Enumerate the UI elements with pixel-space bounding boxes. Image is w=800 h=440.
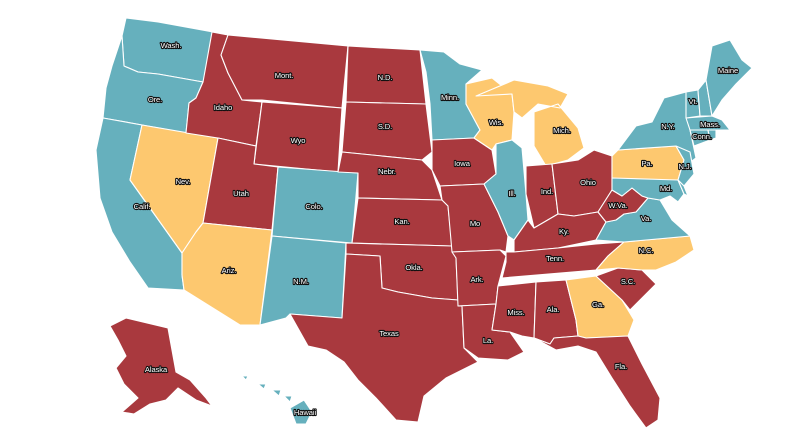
state-label-ma: Mass. xyxy=(700,120,720,129)
state-label-ca: Calif. xyxy=(134,202,151,211)
state-label-nm: N.M. xyxy=(293,277,309,286)
state-label-ar: Ark. xyxy=(470,275,483,284)
state-label-nd: N.D. xyxy=(378,73,393,82)
state-label-wa: Wash. xyxy=(161,41,182,50)
state-label-ia: Iowa xyxy=(454,159,471,168)
state-ak xyxy=(109,317,213,415)
state-label-ms: Miss. xyxy=(507,308,524,317)
state-label-tn: Tenn. xyxy=(546,254,564,263)
state-label-co: Colo. xyxy=(305,202,322,211)
state-labels: Wash. Ore. Calif. Nev. Idaho Mont. Wyo Utah Ariz… xyxy=(133,40,740,418)
state-label-hi: Hawaii xyxy=(294,408,317,417)
state-label-az: Ariz. xyxy=(222,266,237,275)
state-label-sd: S.D. xyxy=(378,122,392,131)
state-label-ky: Ky. xyxy=(559,227,569,236)
state-me xyxy=(705,39,753,117)
state-label-mi: Mich. xyxy=(553,126,571,135)
state-shapes xyxy=(95,17,753,429)
state-label-tx: Texas xyxy=(379,329,399,338)
state-label-ga: Ga. xyxy=(592,300,604,309)
state-label-me: Maine xyxy=(718,66,738,75)
state-label-in: Ind. xyxy=(541,187,553,196)
state-label-ut: Utah xyxy=(233,189,249,198)
state-tx xyxy=(289,253,479,423)
state-label-ny: N.Y. xyxy=(661,122,674,131)
state-sd xyxy=(341,101,433,161)
state-label-wv: W.Va. xyxy=(608,201,627,210)
state-label-id: Idaho xyxy=(214,103,233,112)
state-label-ne: Nebr. xyxy=(378,167,396,176)
state-label-vt: Vt. xyxy=(689,97,698,106)
state-label-or: Ore. xyxy=(148,95,162,104)
state-label-oh: Ohio xyxy=(580,178,596,187)
state-label-ct: Conn. xyxy=(692,132,712,141)
state-mt xyxy=(220,34,349,109)
state-ma xyxy=(685,115,731,131)
state-label-il: Ill. xyxy=(508,189,515,198)
state-label-mt: Mont. xyxy=(275,71,294,80)
state-label-la: La. xyxy=(483,336,493,345)
state-label-ak: Alaska xyxy=(145,365,168,374)
state-mi xyxy=(475,79,585,167)
state-label-mn: Minn. xyxy=(441,93,459,102)
state-de xyxy=(677,179,689,197)
state-label-wi: Wis. xyxy=(489,118,503,127)
state-label-fl: Fla. xyxy=(615,362,627,371)
state-label-ok: Okla. xyxy=(405,263,422,272)
state-label-al: Ala. xyxy=(547,305,560,314)
state-label-va: Va. xyxy=(641,214,652,223)
state-label-nj: N.J. xyxy=(678,162,691,171)
state-label-nv: Nev. xyxy=(176,177,191,186)
state-label-ks: Kan. xyxy=(394,217,409,226)
state-fl xyxy=(533,335,661,429)
state-label-pa: Pa. xyxy=(641,159,652,168)
state-label-md: Md. xyxy=(660,184,672,193)
state-label-wy: Wyo xyxy=(291,136,306,145)
state-label-nc: N.C. xyxy=(639,246,654,255)
state-label-mo: Mo xyxy=(470,219,480,228)
state-nc xyxy=(595,235,695,271)
state-label-sc: S.C. xyxy=(621,277,635,286)
state-hi xyxy=(241,375,313,425)
